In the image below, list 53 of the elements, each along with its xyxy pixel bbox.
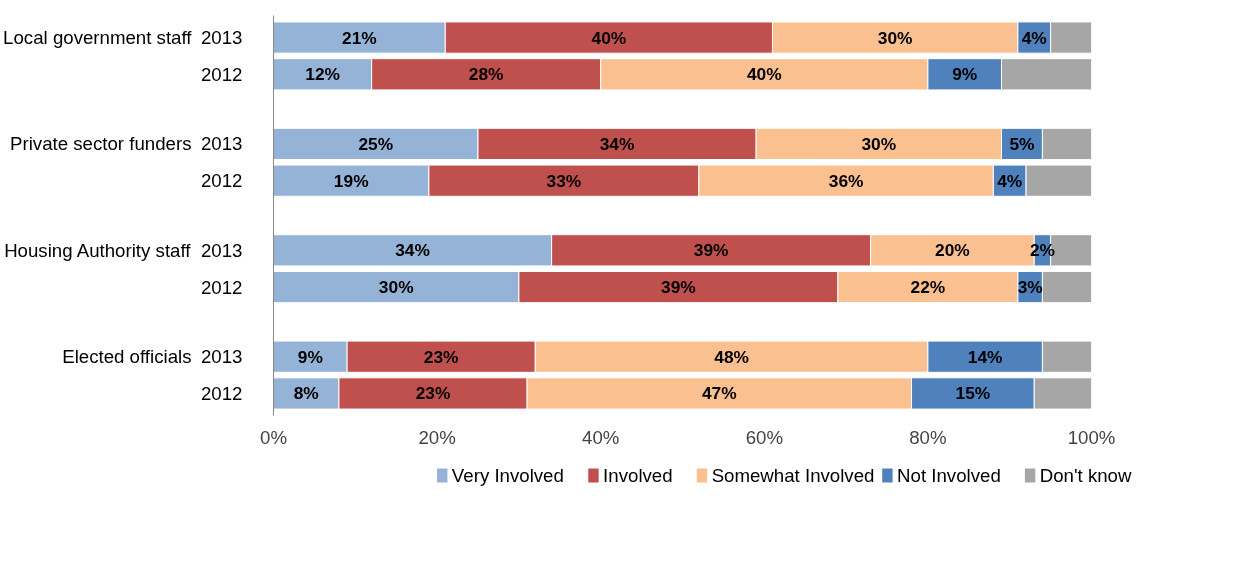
legend-label: Not Involved: [897, 465, 1001, 486]
legend-label: Somewhat Involved: [711, 465, 875, 486]
data-label: 4%: [1021, 27, 1047, 48]
data-label: 19%: [333, 170, 369, 191]
x-tick-label: 100%: [1067, 426, 1116, 448]
data-label: 9%: [297, 346, 323, 367]
data-label: 21%: [342, 27, 377, 48]
data-label: 4%: [997, 170, 1023, 191]
y-tick-label: 2012: [201, 382, 243, 404]
data-label: 33%: [546, 170, 582, 191]
x-tick-label: 40%: [582, 426, 620, 448]
y-tick-label: 2013: [201, 239, 243, 261]
text: Local government staff: [3, 27, 193, 49]
data-label: 20%: [935, 240, 970, 261]
data-label: 9%: [952, 64, 978, 85]
data-label: 34%: [599, 133, 635, 154]
legend-label: Very Involved: [451, 465, 564, 486]
data-label: 23%: [415, 383, 451, 404]
data-label: 22%: [910, 277, 946, 298]
y-tick-label: 2012: [201, 170, 243, 192]
data-label: 30%: [877, 27, 913, 48]
data-label: 30%: [861, 133, 897, 154]
text: Elected officials: [62, 346, 192, 368]
y-tick-label: 2012: [201, 276, 243, 298]
data-label: 14%: [967, 346, 1003, 367]
data-label: 28%: [468, 64, 504, 85]
data-label: 12%: [305, 64, 340, 85]
legend-label: Don't know: [1039, 465, 1132, 486]
legend-label: Involved: [603, 465, 673, 486]
data-label: 5%: [1009, 133, 1035, 154]
data-label: 40%: [746, 64, 782, 85]
x-tick-label: 20%: [418, 426, 456, 448]
data-label: 39%: [693, 240, 729, 261]
data-label: 30%: [378, 277, 414, 298]
data-label: 8%: [293, 383, 319, 404]
data-label: 39%: [661, 277, 696, 298]
data-label: 25%: [358, 133, 394, 154]
y-tick-label: 2013: [201, 133, 243, 155]
y-tick-label: 2013: [201, 346, 243, 368]
x-tick-label: 60%: [745, 426, 783, 448]
y-tick-label: 2013: [201, 27, 243, 49]
x-tick-label: 80%: [909, 426, 947, 448]
text: Housing Authority staff: [4, 239, 192, 261]
data-label: 40%: [591, 27, 627, 48]
data-label: 15%: [955, 383, 991, 404]
text: Private sector funders: [10, 133, 192, 155]
data-label: 48%: [714, 346, 749, 367]
data-label: 34%: [395, 240, 430, 261]
x-tick-label: 0%: [260, 426, 287, 448]
data-label: 23%: [423, 346, 459, 367]
data-label: 36%: [828, 170, 864, 191]
data-label: 47%: [701, 383, 737, 404]
y-tick-label: 2012: [201, 63, 243, 85]
